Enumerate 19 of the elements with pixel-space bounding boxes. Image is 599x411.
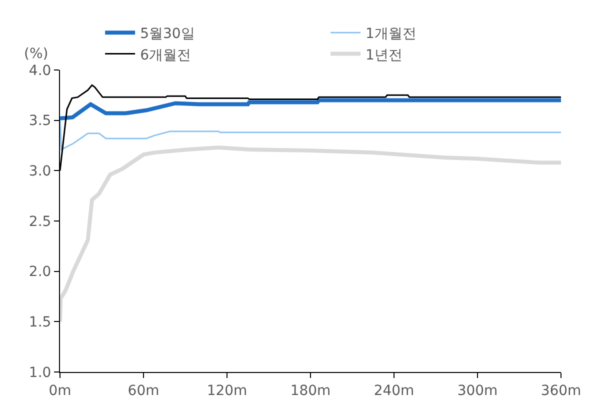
y-axis-title: (%) [24,46,48,62]
x-tick-label: 300m [457,382,498,399]
x-tick-label: 0m [48,382,72,399]
y-tick-label: 1.5 [28,314,52,331]
y-tick-label: 2.0 [28,264,52,280]
legend-label: 6개월전 [140,47,191,64]
x-tick-label: 60m [128,382,160,399]
legend-label: 1개월전 [366,26,416,42]
y-tick-label: 4.0 [28,62,52,79]
y-tick-label: 2.5 [28,214,52,230]
y-tick-label: 3.5 [28,113,52,130]
y-tick-label: 1.0 [28,364,52,381]
x-tick-label: 360m [540,382,582,399]
legend-label: 1년전 [366,47,402,64]
x-tick-label: 240m [374,382,414,399]
y-tick-label: 3.0 [28,164,52,180]
x-tick-label: 180m [290,382,331,399]
legend-label: 5월30일 [140,26,195,42]
x-tick-label: 120m [206,382,248,399]
